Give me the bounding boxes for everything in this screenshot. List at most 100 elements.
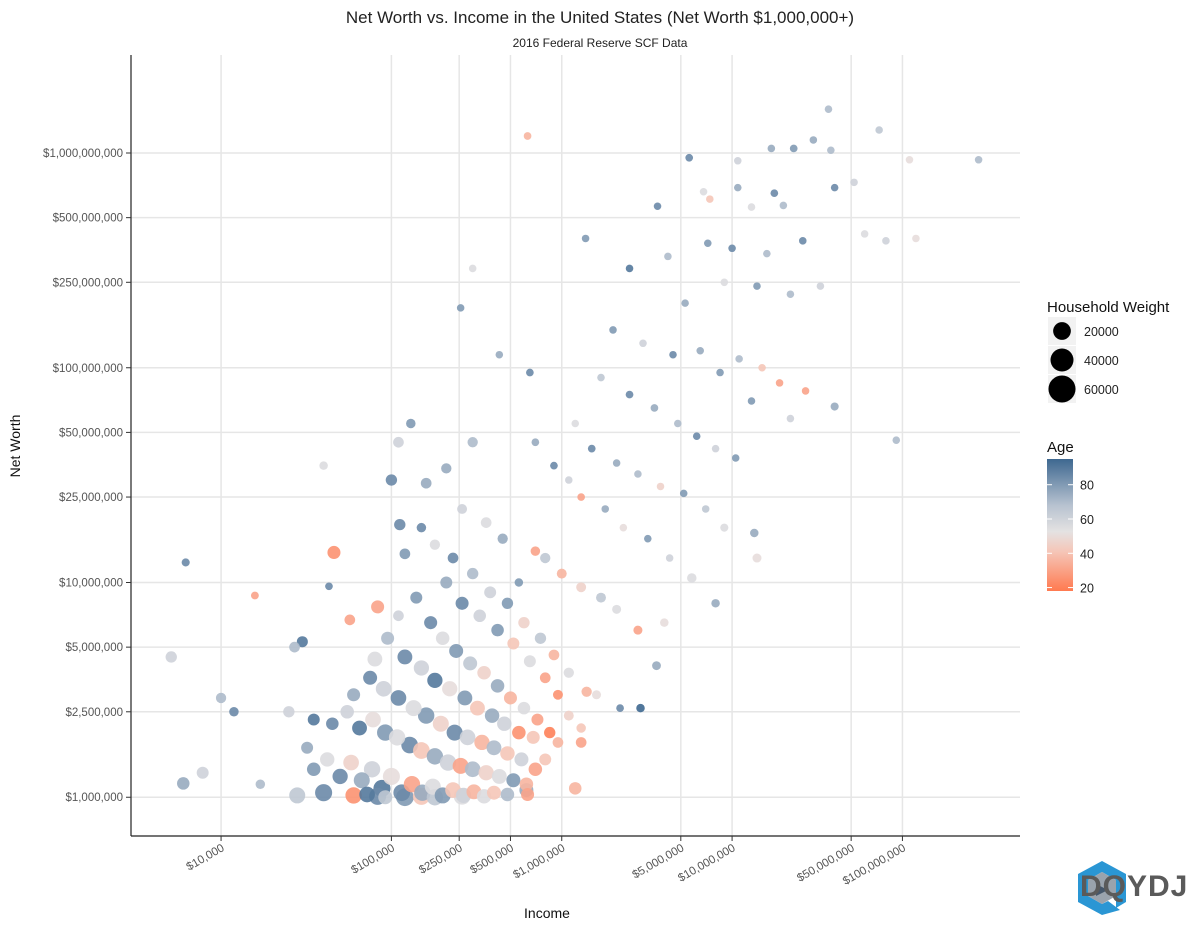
- data-point: [359, 786, 375, 803]
- data-point: [752, 553, 762, 563]
- data-point: [490, 679, 505, 693]
- data-point: [521, 787, 535, 802]
- color-legend-title: Age: [1047, 439, 1074, 456]
- data-point: [426, 748, 444, 765]
- data-point: [905, 155, 914, 164]
- data-point: [283, 706, 295, 718]
- data-point: [424, 616, 438, 630]
- x-tick-label: $10,000: [185, 842, 227, 873]
- data-points: [165, 105, 983, 807]
- data-point: [716, 368, 724, 377]
- data-point: [830, 183, 839, 192]
- data-point: [786, 290, 795, 298]
- x-tick-label: $1,000,000: [511, 842, 567, 881]
- data-point: [457, 690, 473, 706]
- data-point: [575, 737, 587, 748]
- data-point: [255, 779, 266, 789]
- data-point: [720, 523, 729, 532]
- data-point: [367, 651, 383, 667]
- data-point: [539, 753, 552, 766]
- data-point: [449, 643, 464, 658]
- data-point: [181, 558, 190, 567]
- data-point: [530, 546, 541, 556]
- data-point: [289, 641, 300, 653]
- data-point: [466, 567, 479, 580]
- data-point: [860, 230, 869, 238]
- size-legend: Household Weight 20000 40000 60000: [1047, 299, 1170, 403]
- size-legend-circle: [1048, 375, 1076, 403]
- data-point: [563, 667, 574, 678]
- data-point: [612, 459, 621, 467]
- data-point: [470, 700, 485, 716]
- data-point: [503, 691, 517, 705]
- data-point: [770, 189, 779, 198]
- data-point: [577, 493, 586, 501]
- data-point: [452, 757, 469, 774]
- age-legend-label: 60: [1080, 513, 1094, 527]
- dqydj-logo-icon: [1078, 861, 1126, 915]
- data-point: [177, 777, 190, 790]
- data-point: [534, 632, 547, 644]
- data-point: [353, 772, 370, 789]
- size-legend-circle: [1050, 348, 1074, 372]
- data-point: [601, 505, 610, 513]
- data-point: [497, 716, 512, 731]
- data-point: [416, 522, 427, 533]
- data-point: [592, 690, 602, 700]
- data-point: [352, 720, 367, 736]
- x-tick-label: $250,000: [417, 842, 465, 876]
- data-point: [696, 346, 704, 355]
- data-point: [679, 489, 688, 498]
- data-point: [393, 436, 404, 448]
- data-point: [576, 582, 587, 593]
- data-point: [484, 586, 497, 599]
- data-point: [473, 609, 486, 623]
- data-point: [289, 787, 306, 804]
- data-point: [375, 680, 392, 697]
- data-point: [457, 504, 468, 514]
- data-point: [215, 692, 227, 704]
- data-point: [501, 597, 514, 609]
- data-point: [464, 761, 481, 778]
- data-point: [750, 528, 759, 538]
- size-legend-title: Household Weight: [1047, 299, 1170, 316]
- data-point: [429, 539, 441, 550]
- data-point: [571, 419, 580, 428]
- data-point: [685, 153, 694, 162]
- data-point: [468, 264, 477, 273]
- data-point: [514, 578, 524, 587]
- data-point: [747, 203, 756, 211]
- data-point: [692, 432, 701, 440]
- data-point: [442, 681, 458, 697]
- data-point: [581, 234, 590, 243]
- data-point: [474, 734, 490, 751]
- data-point: [397, 649, 413, 665]
- data-point: [394, 518, 406, 531]
- data-point: [625, 264, 634, 273]
- data-point: [544, 726, 556, 739]
- data-point: [552, 689, 563, 700]
- data-point: [892, 436, 901, 444]
- data-point: [758, 363, 766, 372]
- data-point: [650, 404, 659, 412]
- data-point: [320, 752, 335, 767]
- data-point: [731, 454, 740, 462]
- data-point: [319, 461, 328, 470]
- data-point: [539, 672, 551, 684]
- data-point: [497, 533, 508, 544]
- data-point: [634, 470, 642, 478]
- y-tick-label: $500,000,000: [53, 213, 123, 225]
- data-point: [486, 785, 501, 800]
- y-tick-label: $2,500,000: [65, 707, 123, 719]
- data-point: [495, 350, 504, 359]
- data-point: [484, 708, 500, 723]
- data-point: [809, 136, 818, 144]
- data-point: [500, 787, 515, 802]
- data-point: [644, 534, 652, 543]
- data-point: [882, 237, 890, 245]
- data-point: [420, 477, 432, 489]
- data-point: [775, 379, 784, 387]
- data-point: [523, 655, 536, 668]
- data-point: [388, 729, 406, 746]
